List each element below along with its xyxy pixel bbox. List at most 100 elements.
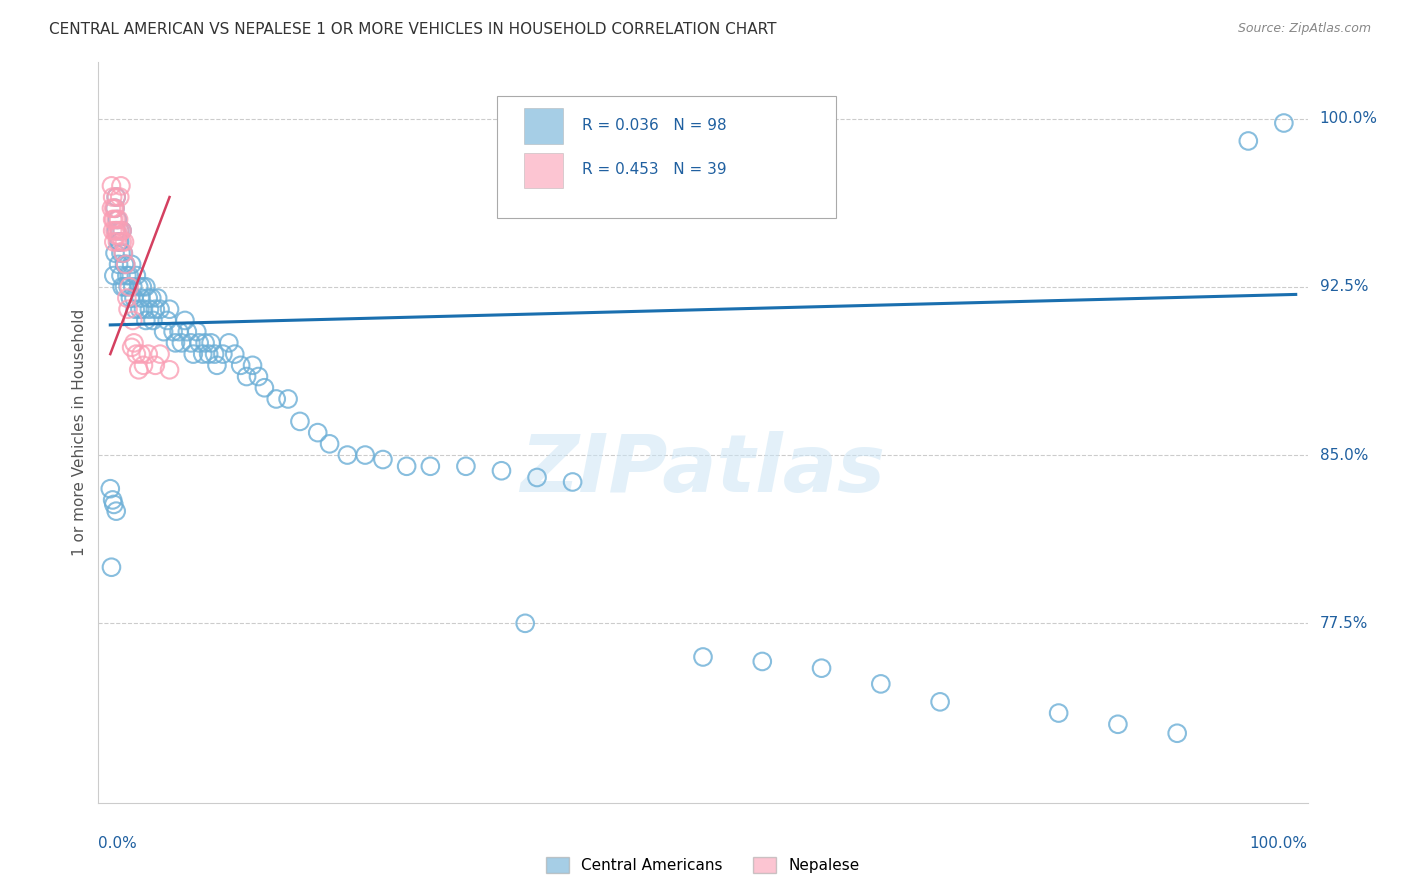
Point	[132, 302, 155, 317]
Point	[98, 482, 121, 496]
Point	[186, 325, 208, 339]
Point	[224, 347, 246, 361]
FancyBboxPatch shape	[498, 95, 837, 218]
Point	[1237, 134, 1260, 148]
Point	[107, 212, 129, 227]
Point	[115, 268, 138, 283]
Point	[104, 201, 127, 215]
Point	[125, 268, 148, 283]
Point	[170, 335, 193, 350]
FancyBboxPatch shape	[524, 153, 562, 188]
Point	[115, 291, 138, 305]
Point	[117, 280, 139, 294]
Point	[159, 363, 181, 377]
Point	[181, 347, 204, 361]
FancyBboxPatch shape	[524, 108, 562, 144]
Point	[105, 504, 128, 518]
Point	[107, 228, 129, 243]
Text: R = 0.036   N = 98: R = 0.036 N = 98	[582, 118, 727, 133]
Text: 77.5%: 77.5%	[1320, 615, 1368, 631]
Point	[135, 280, 157, 294]
Text: Source: ZipAtlas.com: Source: ZipAtlas.com	[1237, 22, 1371, 36]
Point	[107, 257, 129, 271]
Point	[117, 302, 139, 317]
Text: CENTRAL AMERICAN VS NEPALESE 1 OR MORE VEHICLES IN HOUSEHOLD CORRELATION CHART: CENTRAL AMERICAN VS NEPALESE 1 OR MORE V…	[49, 22, 776, 37]
Point	[129, 302, 152, 317]
Point	[101, 224, 124, 238]
Point	[174, 313, 197, 327]
Point	[120, 291, 142, 305]
Point	[105, 212, 128, 227]
Point	[1047, 706, 1070, 720]
Point	[152, 325, 174, 339]
Point	[136, 347, 159, 361]
Point	[114, 257, 136, 271]
Point	[110, 178, 132, 193]
Point	[159, 302, 181, 317]
Point	[395, 459, 418, 474]
Point	[162, 325, 184, 339]
Point	[103, 235, 125, 249]
Point	[108, 190, 131, 204]
Point	[128, 280, 150, 294]
Point	[149, 302, 172, 317]
Point	[125, 347, 148, 361]
Point	[141, 291, 163, 305]
Point	[143, 302, 166, 317]
Point	[122, 291, 145, 305]
Text: 100.0%: 100.0%	[1250, 836, 1308, 851]
Point	[129, 347, 152, 361]
Point	[264, 392, 287, 406]
Text: 92.5%: 92.5%	[1320, 279, 1368, 294]
Text: 85.0%: 85.0%	[1320, 448, 1368, 463]
Point	[288, 414, 311, 428]
Point	[122, 335, 145, 350]
Point	[142, 313, 165, 327]
Point	[101, 212, 124, 227]
Point	[561, 475, 583, 489]
Point	[118, 280, 141, 294]
Point	[204, 347, 226, 361]
Point	[197, 347, 219, 361]
Point	[165, 335, 187, 350]
Point	[491, 464, 513, 478]
Point	[138, 302, 160, 317]
Point	[205, 359, 228, 373]
Point	[200, 335, 222, 350]
Point	[100, 178, 122, 193]
Point	[253, 381, 276, 395]
Point	[124, 302, 146, 317]
Point	[110, 268, 132, 283]
Point	[101, 190, 124, 204]
Point	[103, 201, 125, 215]
Point	[131, 280, 153, 294]
Point	[100, 201, 122, 215]
Point	[318, 437, 340, 451]
Point	[194, 335, 217, 350]
Point	[167, 325, 190, 339]
Point	[810, 661, 832, 675]
Point	[114, 257, 136, 271]
Point	[121, 313, 143, 327]
Point	[105, 190, 128, 204]
Point	[107, 235, 129, 249]
Point	[156, 313, 179, 327]
Point	[1272, 116, 1295, 130]
Point	[515, 616, 537, 631]
Point	[128, 363, 150, 377]
Point	[121, 257, 143, 271]
Point	[129, 291, 152, 305]
Text: R = 0.453   N = 39: R = 0.453 N = 39	[582, 162, 727, 178]
Point	[104, 224, 127, 238]
Point	[108, 224, 131, 238]
Text: 0.0%: 0.0%	[98, 836, 138, 851]
Point	[103, 212, 125, 227]
Point	[114, 280, 136, 294]
Point	[121, 340, 143, 354]
Point	[692, 650, 714, 665]
Point	[188, 335, 211, 350]
Point	[108, 235, 131, 249]
Point	[104, 246, 127, 260]
Point	[111, 280, 134, 294]
Point	[419, 459, 441, 474]
